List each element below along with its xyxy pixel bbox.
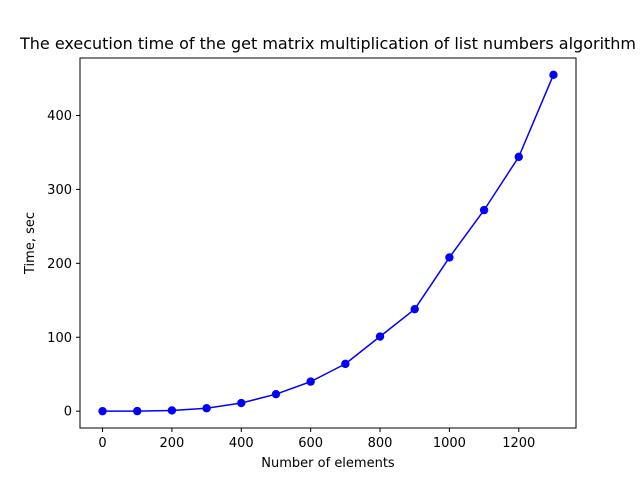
y-tick-label: 100	[47, 331, 72, 346]
x-axis-label: Number of elements	[261, 456, 395, 471]
data-point	[445, 253, 454, 262]
plot-area-background	[80, 58, 576, 428]
data-point	[202, 404, 211, 413]
x-tick-label: 400	[229, 436, 254, 451]
series-layer	[98, 70, 558, 416]
data-point	[306, 377, 315, 386]
y-tick-label: 0	[64, 405, 72, 420]
x-tick-label: 1200	[502, 436, 535, 451]
data-point	[341, 359, 350, 369]
data-point	[410, 304, 419, 314]
data-point	[479, 205, 489, 215]
x-tick-label: 800	[368, 436, 393, 451]
data-point	[375, 332, 385, 341]
x-tick-label: 0	[98, 436, 106, 451]
data-point	[133, 406, 142, 416]
data-point	[167, 406, 177, 415]
data-point	[549, 70, 558, 80]
data-point	[271, 389, 281, 399]
chart-title: The execution time of the get matrix mul…	[19, 34, 636, 53]
y-axis-ticks: 0 100 200 300 400	[47, 109, 80, 420]
x-tick-label: 200	[160, 436, 185, 451]
x-tick-label: 600	[298, 436, 323, 451]
y-tick-label: 400	[47, 109, 72, 124]
plot-frame	[79, 57, 577, 429]
y-axis-label: Time, sec	[23, 212, 38, 275]
data-point	[98, 406, 107, 416]
x-axis-ticks: 0 200 400 600 800 1000 1200	[98, 428, 535, 451]
series-line	[102, 74, 555, 412]
data-point	[237, 398, 246, 408]
x-tick-label: 1000	[433, 436, 466, 451]
y-tick-label: 200	[47, 257, 72, 272]
data-point	[514, 152, 523, 162]
y-tick-label: 300	[47, 183, 72, 198]
